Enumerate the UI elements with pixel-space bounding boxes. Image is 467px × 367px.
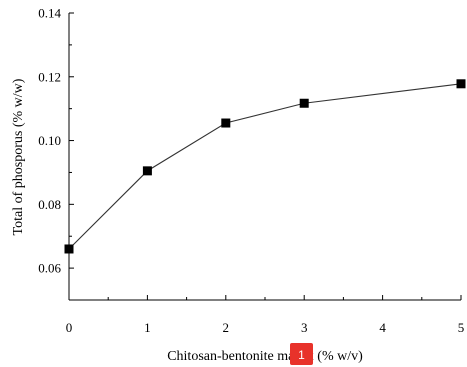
y-tick-label: 0.12 [38, 69, 61, 84]
x-tick-label: 0 [66, 320, 73, 335]
data-point [221, 118, 231, 128]
x-axis-title: Chitosan-bentonite matrix (% w/v) [167, 349, 363, 364]
x-tick-label: 2 [223, 320, 230, 335]
plot-frame [68, 13, 461, 301]
x-tick-label: 5 [458, 320, 465, 335]
overlay-badge: 1 [290, 343, 313, 365]
series-layer [64, 79, 466, 254]
x-axis-ticks: 0 1 2 3 4 5 [66, 295, 465, 335]
y-axis-title: Total of phosporus (% w/w) [11, 78, 26, 235]
overlay-badge-box [290, 343, 313, 365]
x-tick-label: 3 [301, 320, 308, 335]
data-point [142, 166, 152, 176]
x-tick-label: 4 [379, 320, 386, 335]
overlay-badge-label: 1 [298, 348, 305, 362]
y-tick-label: 0.14 [38, 6, 61, 21]
data-point [456, 79, 466, 89]
series-line [68, 83, 462, 250]
y-axis-ticks: 0.06 0.08 0.10 0.12 0.14 [38, 6, 74, 301]
data-point [64, 244, 74, 254]
data-point [299, 98, 309, 108]
y-tick-label: 0.10 [38, 133, 61, 148]
y-tick-label: 0.08 [38, 197, 61, 212]
x-tick-label: 1 [144, 320, 151, 335]
y-tick-label: 0.06 [38, 261, 61, 276]
